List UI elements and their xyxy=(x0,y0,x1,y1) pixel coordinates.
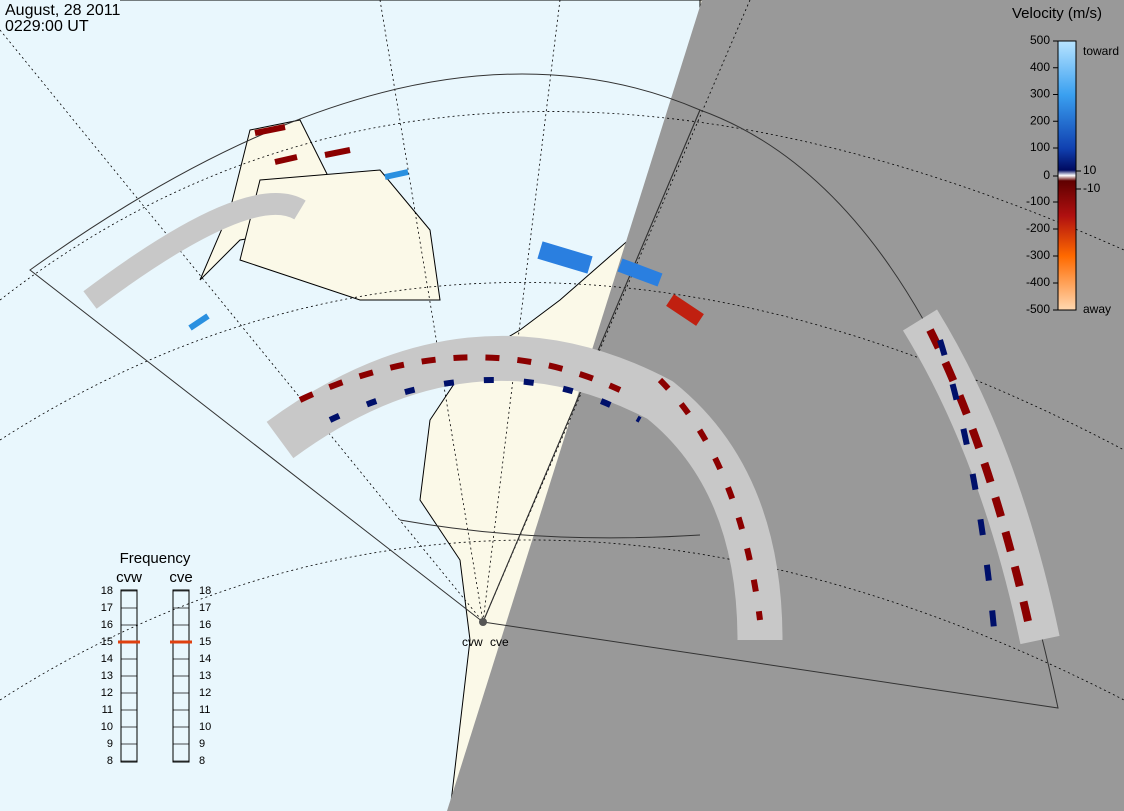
frequency-tick-label: 10 xyxy=(199,721,211,733)
frequency-tick-label: 8 xyxy=(199,755,205,767)
frequency-tick-label: 17 xyxy=(101,602,113,614)
colorbar-tick-label: 10 xyxy=(1083,163,1097,177)
frequency-title: Frequency xyxy=(120,550,191,567)
night-region xyxy=(447,0,1124,811)
colorbar-tick-label: -500 xyxy=(1026,302,1050,316)
frequency-radar-label: cve xyxy=(169,569,192,586)
radar-site-label: cvw xyxy=(462,635,483,649)
graticule xyxy=(0,0,1124,701)
time: 0229:00 UT xyxy=(5,18,89,35)
colorbar-tick-label: -200 xyxy=(1026,221,1050,235)
frequency-tick-label: 14 xyxy=(101,653,113,665)
frequency-tick-label: 11 xyxy=(102,704,113,716)
frequency-tick-label: 15 xyxy=(199,636,211,648)
frequency-tick-label: 17 xyxy=(199,602,211,614)
frequency-tick-label: 10 xyxy=(101,721,113,733)
frequency-tick-label: 16 xyxy=(199,619,211,631)
frequency-tick-label: 9 xyxy=(107,738,113,750)
frequency-tick-label: 18 xyxy=(199,585,211,597)
frequency-tick-label: 14 xyxy=(199,653,211,665)
frequency-tick-label: 9 xyxy=(199,738,205,750)
colorbar-tick-label: 400 xyxy=(1030,60,1050,74)
colorbar-tick-label: 500 xyxy=(1030,33,1050,47)
frequency-tick-label: 8 xyxy=(107,755,113,767)
colorbar-end-label: away xyxy=(1083,302,1111,316)
colorbar xyxy=(1057,40,1077,311)
radar-site xyxy=(479,618,487,626)
colorbar-tick-label: 0 xyxy=(1043,168,1050,182)
date: August, 28 2011 xyxy=(5,2,120,19)
frequency-tick-label: 13 xyxy=(199,670,211,682)
frequency-radar-label: cvw xyxy=(116,569,142,586)
frequency-tick-label: 12 xyxy=(199,687,211,699)
backscatter xyxy=(83,124,1060,645)
colorbar-end-label: toward xyxy=(1083,44,1119,58)
frequency-tick-label: 15 xyxy=(101,636,113,648)
colorbar-tick-label: 200 xyxy=(1030,113,1050,127)
frequency-tick-label: 11 xyxy=(199,704,210,716)
colorbar-tick-label: -10 xyxy=(1083,181,1101,195)
colorbar-tick-label: 100 xyxy=(1030,140,1050,154)
frequency-tick-label: 18 xyxy=(101,585,113,597)
colorbar-tick-label: -400 xyxy=(1026,275,1050,289)
colorbar-tick-label: -100 xyxy=(1026,194,1050,208)
frequency-tick-label: 16 xyxy=(101,619,113,631)
frequency-tick-label: 12 xyxy=(101,687,113,699)
colorbar-tick-label: 300 xyxy=(1030,87,1050,101)
radar-site-label: cve xyxy=(490,635,509,649)
frequency-tick-label: 13 xyxy=(101,670,113,682)
colorbar-tick-label: -300 xyxy=(1026,248,1050,262)
colorbar-title: Velocity (m/s) xyxy=(1012,5,1102,22)
